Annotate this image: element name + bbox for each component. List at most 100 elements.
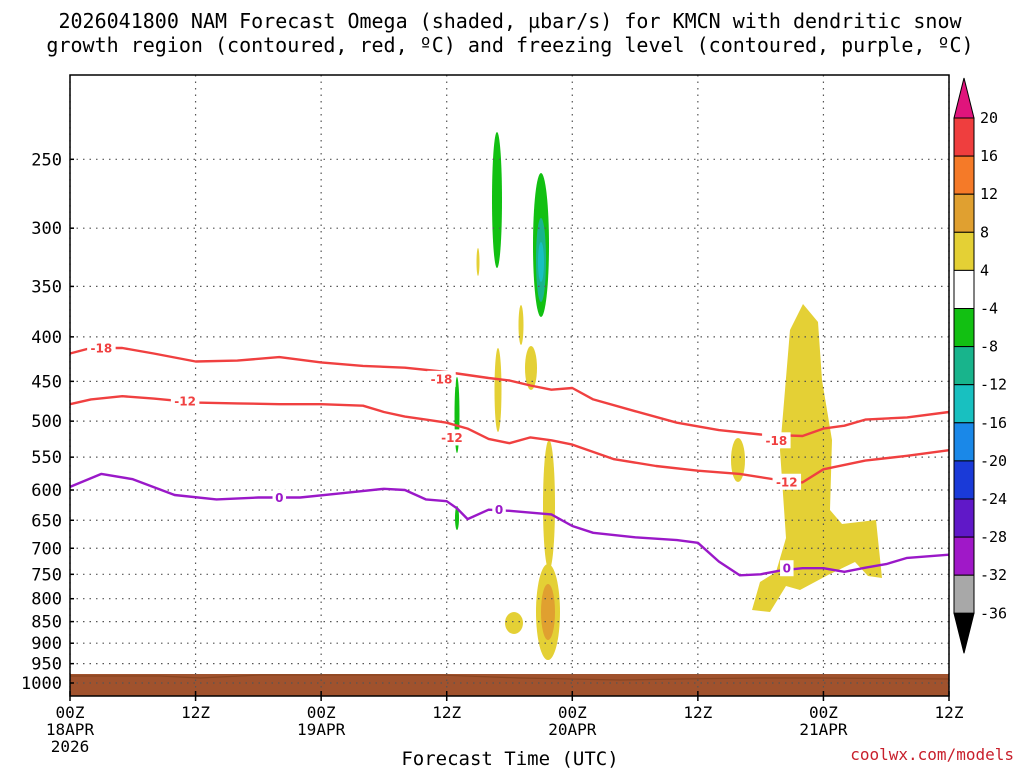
y-tick-label: 400 (31, 328, 62, 348)
colorbar-label: 20 (980, 109, 998, 127)
contour-label-bg (272, 489, 287, 506)
x-tick-label: 2026 (51, 737, 90, 756)
y-tick-label: 1000 (21, 674, 62, 694)
contour-label-bg (772, 473, 802, 490)
contour-label: -12 (441, 431, 463, 445)
y-tick-label: 500 (31, 412, 62, 432)
contour-label-bg (492, 501, 506, 518)
x-axis-label: Forecast Time (UTC) (401, 748, 618, 768)
y-tick-label: 750 (31, 565, 62, 585)
colorbar-label: -32 (980, 566, 1007, 584)
plot-area: -18 -18 -18 -12 -12 -12 0 0 0 (69, 74, 950, 697)
omega-shade-descent (752, 304, 882, 612)
colorbar-label: -24 (980, 490, 1007, 508)
colorbar-swatch (953, 384, 975, 424)
terrain-shading (70, 674, 949, 696)
credit-link[interactable]: coolwx.com/models (850, 745, 1014, 764)
contour-label: -18 (431, 372, 453, 386)
omega-shade-descent (525, 346, 537, 390)
contour-label: 0 (495, 503, 503, 517)
colorbar-label: 12 (980, 185, 998, 203)
contour-label: -12 (776, 475, 798, 489)
title-line-1: 2026041800 NAM Forecast Omega (shaded, µ… (58, 9, 962, 33)
contour-lines: -18 -18 -18 -12 -12 -12 0 0 0 (69, 340, 950, 577)
chart-title: 2026041800 NAM Forecast Omega (shaded, µ… (46, 9, 973, 57)
x-tick-label: 12Z (432, 703, 461, 722)
title-line-2: growth region (contoured, red, ºC) and f… (46, 33, 973, 57)
colorbar-label: -20 (980, 452, 1007, 470)
omega-shade-descent (505, 612, 523, 634)
colorbar-label: -8 (980, 338, 998, 356)
contour-label-bg (780, 560, 794, 577)
contour-label-bg (427, 370, 456, 387)
colorbar-swatch (953, 346, 975, 386)
x-tick-label: 12Z (181, 703, 210, 722)
x-tick-label: 12Z (935, 703, 964, 722)
colorbar-swatch (953, 308, 975, 348)
colorbar-swatch (953, 460, 975, 500)
colorbar-swatch (953, 269, 975, 309)
y-tick-label: 550 (31, 448, 62, 468)
plot-frame (69, 74, 950, 697)
y-tick-label: 950 (31, 655, 62, 675)
colorbar-label: -36 (980, 604, 1007, 622)
omega-colorbar: 20 16 12 8 4 -4 -8 -12 -16 -20 -24 -28 -32 -36 (953, 77, 1007, 654)
y-axis-ticks: 2503003504004505005506006507007508008509… (21, 150, 74, 694)
contour-label: 0 (275, 491, 283, 505)
omega-shade-ascent (492, 132, 502, 268)
colorbar-swatch (953, 498, 975, 538)
omega-shade-descent (731, 438, 745, 482)
omega-shade-descent (541, 584, 555, 640)
omega-shade-descent (476, 248, 480, 276)
contour-label: -18 (765, 434, 787, 448)
colorbar-under-arrow (953, 612, 975, 654)
x-tick-label: 12Z (683, 703, 712, 722)
contour-label: -12 (174, 394, 196, 408)
x-tick-label: 19APR (297, 720, 346, 739)
y-tick-label: 700 (31, 539, 62, 559)
terrain-top (70, 674, 950, 681)
y-tick-label: 450 (31, 372, 62, 392)
omega-shade-descent (543, 440, 555, 570)
x-tick-label: 00Z (809, 703, 838, 722)
y-tick-label: 350 (31, 277, 62, 297)
contour-label-bg (87, 340, 116, 357)
x-tick-label: 21APR (799, 720, 848, 739)
colorbar-swatch (953, 117, 975, 157)
colorbar-swatch (953, 231, 975, 271)
contour-label-bg (170, 392, 200, 409)
colorbar-label: -4 (980, 300, 998, 318)
x-tick-label: 00Z (558, 703, 587, 722)
colorbar-swatch (953, 536, 975, 576)
colorbar-swatch (953, 574, 975, 614)
x-tick-label: 00Z (307, 703, 336, 722)
omega-shade-descent (518, 305, 524, 345)
colorbar-label: 8 (980, 223, 989, 241)
y-tick-label: 900 (31, 634, 62, 654)
colorbar-label: 4 (980, 261, 989, 279)
y-tick-label: 600 (31, 481, 62, 501)
colorbar-label: -16 (980, 414, 1007, 432)
colorbar-label: -28 (980, 528, 1007, 546)
omega-shading (454, 132, 882, 660)
y-tick-label: 300 (31, 219, 62, 239)
colorbar-swatch (953, 193, 975, 233)
contour-label-bg (762, 432, 791, 449)
x-tick-label: 00Z (56, 703, 85, 722)
y-tick-label: 850 (31, 613, 62, 633)
omega-shade-descent (494, 348, 502, 432)
contour-0 (69, 472, 950, 577)
contour-label-bg (437, 429, 467, 446)
colorbar-swatch (953, 155, 975, 195)
omega-shade-ascent (538, 242, 544, 282)
y-tick-label: 250 (31, 150, 62, 170)
contour--18 (69, 346, 950, 438)
y-tick-label: 650 (31, 511, 62, 531)
colorbar-label: -12 (980, 376, 1007, 394)
contour-label: -18 (91, 342, 113, 356)
colorbar-label: 16 (980, 147, 998, 165)
colorbar-swatch (953, 422, 975, 462)
contour-label: 0 (783, 562, 791, 576)
